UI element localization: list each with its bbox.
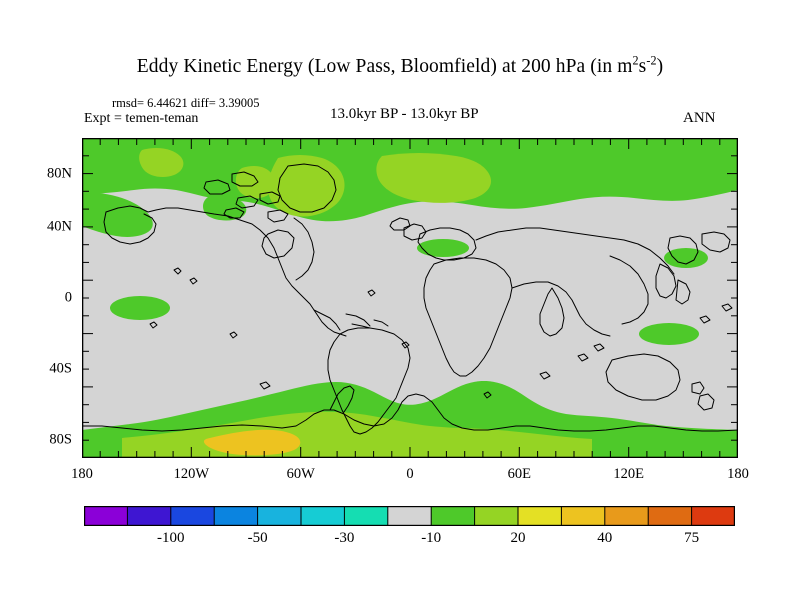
- contour-antarctic-gold-peak: [203, 429, 301, 456]
- xtick-label-60w: 60W: [286, 466, 315, 482]
- xtick-label-120e: 120E: [613, 466, 644, 482]
- colorbar-tick-label-5: 40: [597, 530, 613, 546]
- colorbar-tick-label-3: -10: [421, 530, 442, 546]
- page-title: Eddy Kinetic Energy (Low Pass, Bloomfiel…: [0, 53, 800, 78]
- colorbar-tick-label-1: -50: [247, 530, 268, 546]
- colorbar-segments: [84, 506, 736, 526]
- colorbar-tick-label-6: 75: [684, 530, 700, 546]
- patch-south-pacific: [110, 296, 170, 320]
- colorbar-segment-12: [604, 506, 649, 526]
- patch-north-pacific: [664, 248, 708, 268]
- colorbar-svg: [83, 505, 736, 527]
- ytick-label-40s: 40S: [49, 360, 72, 377]
- map-frame-and-ticks: [82, 138, 738, 458]
- colorbar-segment-5: [301, 506, 345, 526]
- colorbar-segment-6: [344, 506, 389, 526]
- title-main-text: Eddy Kinetic Energy (Low Pass, Bloomfiel…: [136, 56, 633, 77]
- colorbar-segment-7: [387, 506, 432, 526]
- ytick-label-80n: 80N: [47, 165, 72, 182]
- xtick-label-180w: 180: [71, 466, 93, 482]
- colorbar-segment-11: [561, 506, 606, 526]
- season-label: ANN: [683, 110, 716, 126]
- experiment-label: Expt = temen-teman: [84, 111, 199, 126]
- colorbar-frame: [83, 505, 736, 527]
- patch-western-pacific: [639, 323, 699, 345]
- xtick-label-60e: 60E: [507, 466, 531, 482]
- colorbar: [83, 505, 736, 527]
- coastlines-group: [82, 163, 738, 435]
- title-mid-text: s: [638, 56, 647, 77]
- xtick-label-0: 0: [406, 466, 414, 482]
- title-superscript-1: 2: [632, 53, 639, 68]
- title-end-text: ): [656, 56, 664, 77]
- patch-mediterranean: [417, 239, 469, 257]
- colorbar-segment-14: [691, 506, 736, 526]
- colorbar-segment-3: [214, 506, 258, 526]
- colorbar-segment-1: [127, 506, 172, 526]
- colorbar-segment-13: [648, 506, 692, 526]
- map-plot-area: [82, 138, 738, 458]
- colorbar-segment-8: [431, 506, 475, 526]
- colorbar-segment-0: [84, 506, 128, 526]
- world-map-svg: [82, 138, 738, 458]
- xtick-label-120w: 120W: [173, 466, 210, 482]
- period-label: 13.0kyr BP - 13.0kyr BP: [330, 106, 479, 122]
- colorbar-segment-9: [474, 506, 519, 526]
- colorbar-segment-10: [518, 506, 562, 526]
- colorbar-tick-label-4: 20: [510, 530, 526, 546]
- colorbar-segment-4: [257, 506, 302, 526]
- ytick-label-0: 0: [64, 289, 72, 306]
- ytick-label-80s: 80S: [49, 431, 72, 448]
- rmsd-statistics-label: rmsd= 6.44621 diff= 3.39005: [112, 96, 260, 110]
- colorbar-tick-label-2: -30: [334, 530, 355, 546]
- colorbar-tick-label-0: -100: [157, 530, 185, 546]
- title-superscript-2: -2: [646, 53, 657, 68]
- xtick-label-180e: 180: [727, 466, 749, 482]
- ytick-label-40n: 40N: [47, 218, 72, 235]
- colorbar-segment-2: [170, 506, 215, 526]
